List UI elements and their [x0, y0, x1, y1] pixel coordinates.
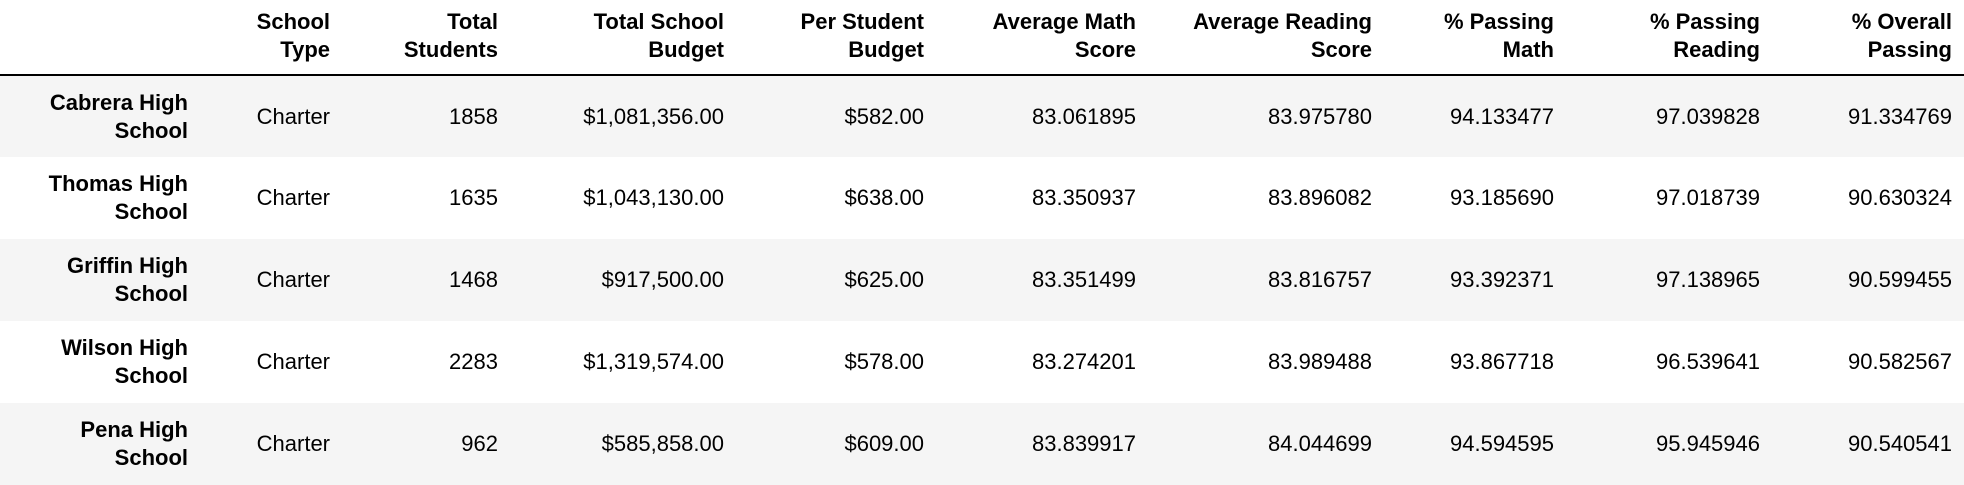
- column-header: School Type: [200, 0, 342, 76]
- cell-total-students: 2283: [449, 349, 498, 374]
- cell-total-students: 1858: [449, 103, 498, 129]
- cell-pct-math: 94.594595: [1450, 431, 1554, 456]
- row-label-school-name: Thomas High School: [48, 171, 188, 224]
- index-header: [0, 0, 200, 76]
- cell-school-type: Charter: [256, 103, 330, 129]
- cell-per-student-budget: $609.00: [844, 431, 924, 456]
- header-row: School Type Total Students Total School …: [0, 0, 1964, 76]
- cell-per-student-budget: $638.00: [844, 185, 924, 210]
- cell-total-budget: $585,858.00: [601, 431, 724, 456]
- cell-avg-math: 83.350937: [1032, 185, 1136, 210]
- cell-school-type: Charter: [256, 267, 330, 292]
- table-row: Thomas High School Charter 1635 $1,043,1…: [0, 157, 1964, 239]
- cell-per-student-budget: $582.00: [844, 103, 924, 129]
- cell-avg-reading: 83.975780: [1268, 103, 1372, 129]
- cell-avg-math: 83.061895: [1032, 103, 1136, 129]
- cell-avg-reading: 83.896082: [1268, 185, 1372, 210]
- cell-pct-overall: 90.582567: [1848, 349, 1952, 374]
- table-row: Cabrera High School Charter 1858 $1,081,…: [0, 75, 1964, 157]
- cell-pct-reading: 97.018739: [1656, 185, 1760, 210]
- column-header: Total Students: [342, 0, 510, 76]
- cell-pct-math: 93.392371: [1450, 267, 1554, 292]
- cell-pct-reading: 97.039828: [1656, 103, 1760, 129]
- cell-total-students: 1468: [449, 267, 498, 292]
- cell-pct-math: 93.867718: [1450, 349, 1554, 374]
- cell-total-budget: $1,081,356.00: [583, 103, 724, 129]
- table-row: Griffin High School Charter 1468 $917,50…: [0, 239, 1964, 321]
- cell-avg-math: 83.274201: [1032, 349, 1136, 374]
- cell-total-budget: $917,500.00: [601, 267, 724, 292]
- column-header: Average Math Score: [936, 0, 1148, 76]
- row-label-school-name: Pena High School: [80, 417, 188, 470]
- cell-school-type: Charter: [256, 185, 330, 210]
- cell-pct-math: 93.185690: [1450, 185, 1554, 210]
- cell-pct-reading: 97.138965: [1656, 267, 1760, 292]
- cell-school-type: Charter: [256, 431, 330, 456]
- cell-school-type: Charter: [256, 349, 330, 374]
- column-header: Average Reading Score: [1148, 0, 1384, 76]
- cell-total-budget: $1,319,574.00: [583, 349, 724, 374]
- column-header: % Overall Passing: [1772, 0, 1964, 76]
- cell-pct-overall: 91.334769: [1848, 103, 1952, 129]
- cell-pct-overall: 90.599455: [1848, 267, 1952, 292]
- table-row: Wilson High School Charter 2283 $1,319,5…: [0, 321, 1964, 403]
- cell-per-student-budget: $578.00: [844, 349, 924, 374]
- cell-per-student-budget: $625.00: [844, 267, 924, 292]
- cell-total-students: 962: [461, 431, 498, 456]
- cell-pct-reading: 95.945946: [1656, 431, 1760, 456]
- column-header: % Passing Reading: [1566, 0, 1772, 76]
- cell-pct-math: 94.133477: [1450, 103, 1554, 129]
- cell-pct-reading: 96.539641: [1656, 349, 1760, 374]
- cell-avg-reading: 84.044699: [1268, 431, 1372, 456]
- cell-avg-reading: 83.816757: [1268, 267, 1372, 292]
- cell-total-students: 1635: [449, 185, 498, 210]
- table-row: Pena High School Charter 962 $585,858.00…: [0, 403, 1964, 485]
- cell-total-budget: $1,043,130.00: [583, 185, 724, 210]
- row-label-school-name: Wilson High School: [61, 335, 188, 388]
- row-label-school-name: Griffin High School: [67, 253, 188, 306]
- row-label-school-name: Cabrera High School: [49, 89, 188, 143]
- column-header: Total School Budget: [510, 0, 736, 76]
- column-header: Per Student Budget: [736, 0, 936, 76]
- column-header: % Passing Math: [1384, 0, 1566, 76]
- cell-avg-math: 83.351499: [1032, 267, 1136, 292]
- cell-pct-overall: 90.630324: [1848, 185, 1952, 210]
- cell-avg-reading: 83.989488: [1268, 349, 1372, 374]
- cell-pct-overall: 90.540541: [1848, 431, 1952, 456]
- cell-avg-math: 83.839917: [1032, 431, 1136, 456]
